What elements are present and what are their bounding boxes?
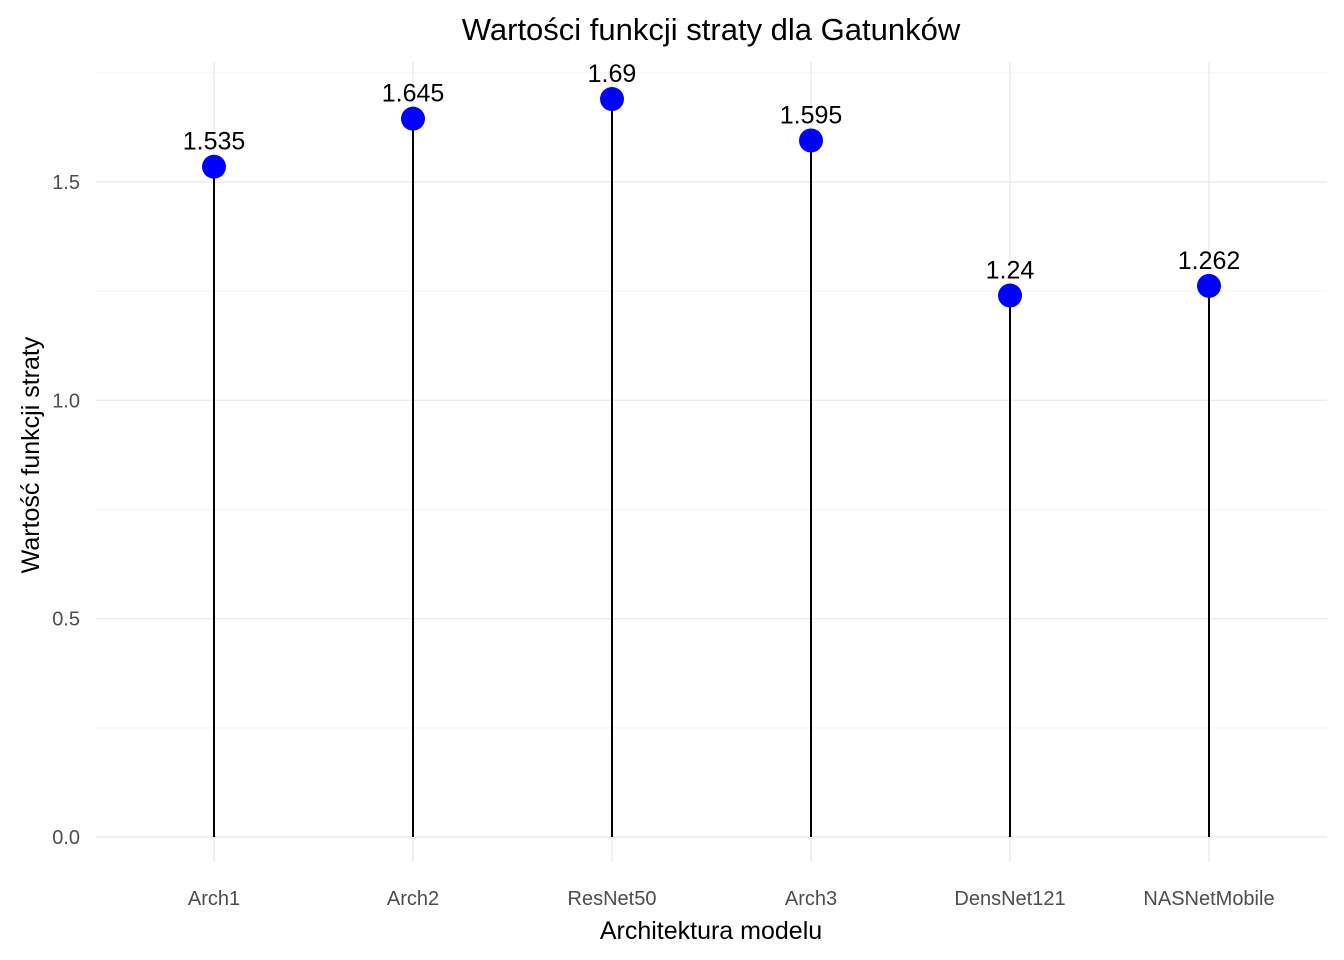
x-tick-label: Arch1 <box>188 888 240 910</box>
data-labels-layer: 1.535 1.645 1.69 1.595 1.24 1.262 <box>183 60 1241 285</box>
y-tick-label: 0.5 <box>52 609 80 631</box>
data-label: 1.24 <box>986 257 1035 285</box>
x-axis-title: Architektura modelu <box>600 917 822 945</box>
lollipop-point <box>1197 273 1221 298</box>
data-label: 1.535 <box>183 128 246 156</box>
x-tick-label: DensNet121 <box>954 888 1065 910</box>
x-tick-label: Arch2 <box>387 888 439 910</box>
lollipop-point <box>600 87 624 112</box>
y-axis-title: Wartość funkcji straty <box>17 336 45 573</box>
y-tick-labels: 0.0 0.5 1.0 1.5 <box>52 172 80 849</box>
stems-layer <box>213 99 1210 837</box>
lollipop-point <box>401 106 425 131</box>
lollipop-point <box>202 154 226 179</box>
y-tick-label: 0.0 <box>52 827 80 849</box>
lollipop-point <box>799 128 823 153</box>
grid-layer <box>96 62 1327 862</box>
data-label: 1.69 <box>588 60 637 88</box>
data-label: 1.262 <box>1178 247 1241 275</box>
x-tick-label: NASNetMobile <box>1143 888 1274 910</box>
data-label: 1.645 <box>382 80 445 108</box>
x-tick-labels: Arch1 Arch2 ResNet50 Arch3 DensNet121 NASNetM… <box>188 888 1275 910</box>
y-tick-label: 1.0 <box>52 390 80 412</box>
x-tick-label: ResNet50 <box>568 888 657 910</box>
data-label: 1.595 <box>780 102 843 130</box>
lollipop-point <box>998 283 1022 308</box>
x-tick-label: Arch3 <box>785 888 837 910</box>
y-tick-label: 1.5 <box>52 172 80 194</box>
chart-title: Wartości funkcji straty dla Gatunków <box>462 12 961 47</box>
points-layer <box>202 87 1221 308</box>
